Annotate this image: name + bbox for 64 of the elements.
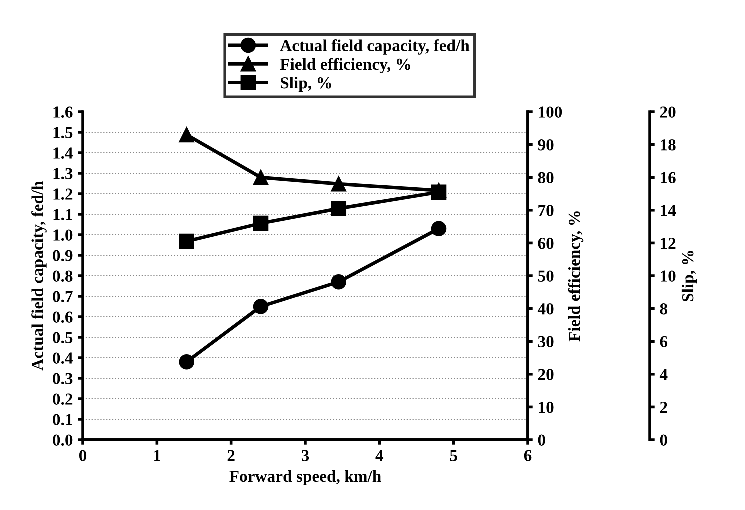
y2-tick-label: 0 (538, 434, 546, 446)
point (431, 184, 447, 200)
y-tick-label: 1.3 (54, 168, 73, 180)
y3-tick-label: 12 (661, 238, 676, 249)
y2-tick-label: 40 (538, 304, 554, 315)
y2-tick-label: 60 (538, 238, 554, 250)
y-tick-label: 1.5 (54, 127, 73, 139)
y-tick-label: 0.1 (53, 414, 72, 426)
y-tick-label: 0.9 (53, 250, 73, 262)
y2-tick-label: 80 (538, 172, 554, 184)
point (179, 127, 194, 143)
y3-tick-label: 8 (660, 304, 668, 315)
y2-tick-label: 10 (539, 402, 554, 414)
y-tick-label: 0.6 (53, 312, 73, 324)
point (253, 299, 269, 314)
y-tick-label: 0.3 (53, 373, 73, 385)
x-tick-label: 2 (228, 450, 235, 462)
y-tick-label: 1.4 (54, 148, 73, 160)
y-tick-label: 1.2 (54, 188, 73, 200)
y-tick-label: 1.1 (54, 209, 72, 221)
y-tick-label: 0.8 (53, 270, 73, 282)
y-tick-label: 1.6 (54, 106, 73, 118)
point (253, 216, 269, 232)
point (331, 201, 347, 216)
y3-tick-label: 16 (661, 172, 676, 184)
x-tick-label: 3 (302, 450, 310, 462)
point (431, 221, 447, 236)
y2-axis-title: Field efficiency, % (568, 212, 584, 342)
y3-tick-label: 4 (660, 369, 668, 380)
y-axis-title: Actual field capacity, fed/h (32, 181, 47, 371)
y2-tick-label: 70 (538, 205, 554, 216)
y-tick-label: 0.4 (53, 352, 73, 364)
legend-label: Actual field capacity, fed/h (280, 40, 470, 55)
point (331, 176, 347, 192)
y3-tick-label: 6 (660, 336, 668, 348)
x-tick-label: 6 (524, 450, 532, 462)
y3-tick-label: 10 (661, 270, 676, 282)
y3-tick-label: 0 (660, 434, 668, 446)
y2-tick-label: 20 (538, 369, 554, 380)
y3-axis-title: Slip, % (682, 251, 698, 302)
y-tick-label: 0.0 (53, 434, 73, 446)
point (331, 274, 347, 290)
legend-label: Slip, % (280, 76, 332, 92)
x-tick-label: 5 (450, 450, 458, 462)
y2-tick-label: 100 (539, 106, 562, 118)
legend-label: Field efficiency, % (280, 58, 410, 74)
y-tick-label: 0.7 (53, 291, 73, 303)
x-tick-label: 1 (154, 450, 160, 462)
y-tick-label: 1.0 (54, 230, 73, 242)
y-tick-label: 0.5 (53, 332, 73, 344)
y2-tick-label: 50 (538, 270, 554, 282)
y2-tick-label: 30 (538, 336, 554, 348)
y3-tick-label: 2 (660, 402, 668, 413)
y3-tick-label: 18 (661, 140, 676, 151)
y3-tick-label: 14 (661, 205, 676, 216)
point (179, 234, 194, 250)
y3-tick-label: 20 (660, 106, 676, 118)
x-tick-label: 0 (79, 450, 87, 462)
x-tick-label: 4 (376, 450, 384, 462)
point (253, 170, 269, 186)
y-tick-label: 0.2 (53, 394, 73, 406)
point (179, 354, 194, 370)
x-axis-title: Forward speed, km/h (230, 470, 382, 486)
y2-tick-label: 90 (538, 140, 554, 151)
